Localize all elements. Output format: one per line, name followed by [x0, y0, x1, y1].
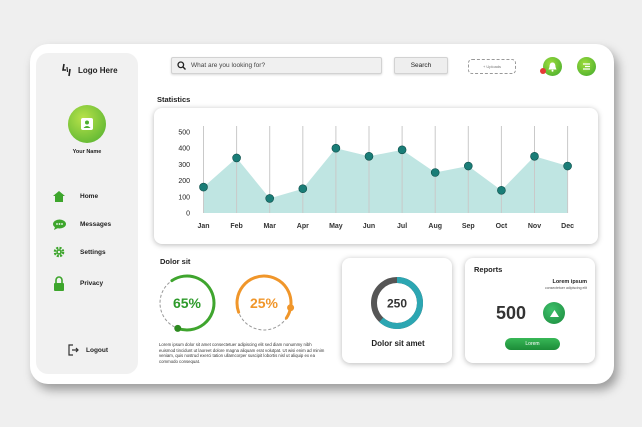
logo-icon [62, 63, 71, 77]
x-tick-label: Oct [496, 223, 508, 230]
trend-up-button[interactable] [543, 302, 565, 324]
chart-area [203, 148, 568, 213]
logout-label: Logout [86, 346, 109, 354]
sidebar-item-home[interactable]: Home [52, 189, 98, 203]
x-tick-label: Jan [197, 223, 209, 230]
sidebar-item-label: Privacy [80, 279, 104, 287]
sidebar [36, 53, 138, 374]
x-tick-label: Feb [230, 223, 242, 230]
gauge-25-arc [235, 274, 293, 320]
search-input[interactable] [191, 62, 371, 69]
reports-caption: consectetuer adipiscing elit [544, 286, 587, 290]
x-tick-label: Dec [561, 223, 574, 230]
reports-title: Reports [474, 265, 503, 274]
sidebar-item-label: Settings [80, 248, 106, 256]
reports-button[interactable]: Lorem [505, 338, 560, 350]
sidebar-item-privacy[interactable]: Privacy [52, 275, 104, 291]
logout-icon [66, 343, 80, 357]
chart-point [397, 145, 407, 155]
sidebar-item-label: Home [80, 192, 99, 200]
arrow-up-icon [549, 309, 559, 317]
logo[interactable]: Logo Here [62, 63, 118, 77]
notification-badge [540, 68, 546, 74]
x-tick-label: Sep [462, 223, 475, 230]
chart-point [364, 151, 374, 161]
gauge-65-knob [174, 324, 182, 332]
y-tick-label: 0 [186, 211, 190, 218]
chart-point [265, 194, 274, 203]
sidebar-item-settings[interactable]: Settings [52, 245, 106, 259]
upload-button[interactable]: + Uploads [468, 59, 516, 74]
gauge-25-knob [287, 304, 295, 312]
x-tick-label: May [329, 223, 343, 230]
dolor-title: Dolor sit [160, 257, 191, 266]
sidebar-item-label: Messages [80, 220, 112, 228]
menu-button[interactable] [577, 57, 596, 76]
x-tick-label: Mar [263, 223, 276, 230]
chart-point [430, 168, 440, 177]
x-tick-label: Aug [428, 223, 442, 230]
gauge-65 [159, 274, 216, 332]
chart-point [497, 186, 506, 195]
gauge-25-label: 25% [249, 295, 279, 311]
user-name: Your Name [72, 149, 102, 155]
y-tick-label: 300 [178, 162, 190, 169]
avatar[interactable] [68, 105, 106, 143]
user-icon [81, 118, 93, 130]
y-tick-label: 100 [178, 194, 190, 201]
reports-value: 500 [496, 303, 527, 323]
search-bar [171, 57, 382, 74]
x-tick-label: Jun [363, 223, 375, 230]
gauge-65-arc [170, 274, 216, 332]
x-tick-label: Apr [297, 223, 309, 230]
bell-icon [548, 62, 557, 72]
chart-point [232, 153, 241, 163]
chart-point [530, 151, 539, 161]
x-tick-label: Nov [528, 223, 541, 230]
lock-icon [52, 275, 66, 291]
y-tick-label: 400 [178, 146, 190, 153]
chart-point [298, 184, 308, 193]
settings-icon [52, 245, 66, 259]
chart-point [331, 143, 341, 153]
notification-button[interactable] [543, 57, 562, 76]
menu-icon [583, 63, 590, 70]
chart-point [463, 161, 473, 171]
x-tick-label: Jul [397, 223, 407, 230]
chart-point [563, 161, 572, 171]
logout-button[interactable]: Logout [66, 343, 108, 357]
logo-text: Logo Here [78, 65, 118, 75]
donut-card [342, 258, 452, 363]
chart-point [199, 182, 208, 192]
lorem-text: Lorem ipsum dolor sit amet consectetuer … [159, 342, 325, 364]
sidebar-item-messages[interactable]: Messages [52, 217, 111, 231]
donut-chart: 250 [371, 277, 423, 329]
home-icon [52, 189, 66, 203]
search-icon [177, 61, 186, 70]
y-tick-label: 200 [178, 178, 190, 185]
donut-label: Dolor sit amet [371, 339, 425, 348]
statistics-card: 500 400 300 200 100 0 Jan Feb Mar Apr May Jun Jul Aug… [154, 108, 598, 244]
statistics-chart: 500 400 300 200 100 0 Jan Feb Mar Apr May Jun Jul Aug… [178, 126, 574, 230]
donut-value: 250 [387, 297, 407, 311]
gauge-25 [235, 274, 295, 331]
search-button[interactable]: Search [394, 57, 448, 74]
statistics-title: Statistics [157, 95, 191, 104]
y-tick-label: 500 [178, 130, 190, 137]
donut-arc [379, 277, 423, 329]
reports-subtitle: Lorem ipsum [552, 279, 587, 285]
messages-icon [52, 217, 66, 231]
gauge-65-label: 65% [172, 295, 202, 311]
